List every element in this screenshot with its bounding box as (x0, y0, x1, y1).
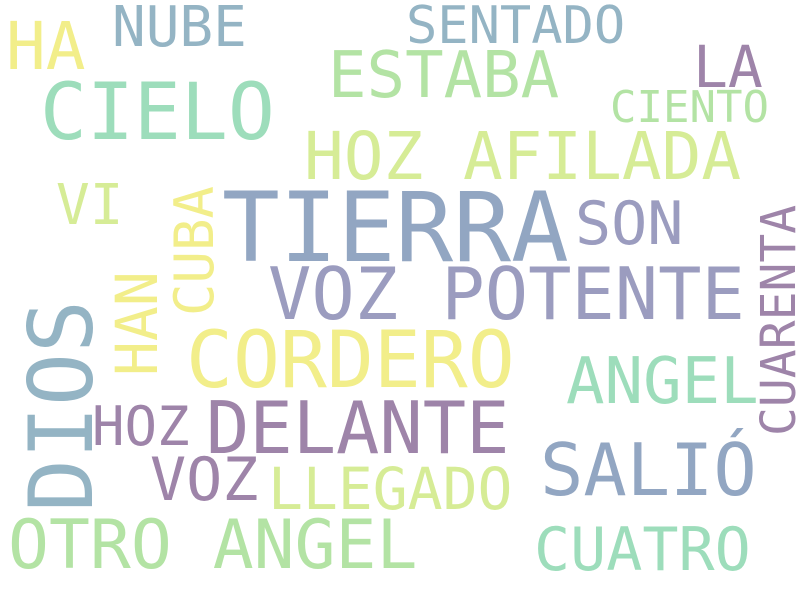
word-ha: HA (6, 8, 86, 85)
word-hoz-afilada: HOZ AFILADA (304, 118, 742, 195)
word-han: HAN (103, 271, 171, 376)
word-cuarenta: CUARENTA (751, 204, 800, 436)
word-voz: VOZ (150, 445, 259, 515)
word-tierra: TIERRA (222, 172, 569, 284)
word-cielo: CIELO (40, 68, 275, 158)
word-llegado: LLEGADO (268, 455, 513, 523)
word-son: SON (575, 189, 684, 259)
word-estaba: ESTABA (328, 39, 560, 113)
word-cuba: CUBA (163, 185, 226, 316)
word-cuatro: CUATRO (534, 515, 751, 585)
word-salio: SALIÓ (540, 428, 757, 512)
word-ciento: CIENTO (610, 82, 769, 133)
word-angel: ANGEL (566, 345, 759, 419)
word-sentado: SENTADO (406, 0, 626, 56)
word-cordero: CORDERO (186, 316, 515, 406)
word-la: LA (693, 33, 763, 101)
word-vi: VI (56, 173, 124, 238)
word-voz-potente: VOZ POTENTE (268, 252, 745, 336)
word-nube: NUBE (112, 0, 247, 60)
word-hoz: HOZ (92, 395, 190, 458)
word-otro-angel: OTRO ANGEL (8, 506, 418, 585)
word-delante: DELANTE (206, 386, 510, 470)
